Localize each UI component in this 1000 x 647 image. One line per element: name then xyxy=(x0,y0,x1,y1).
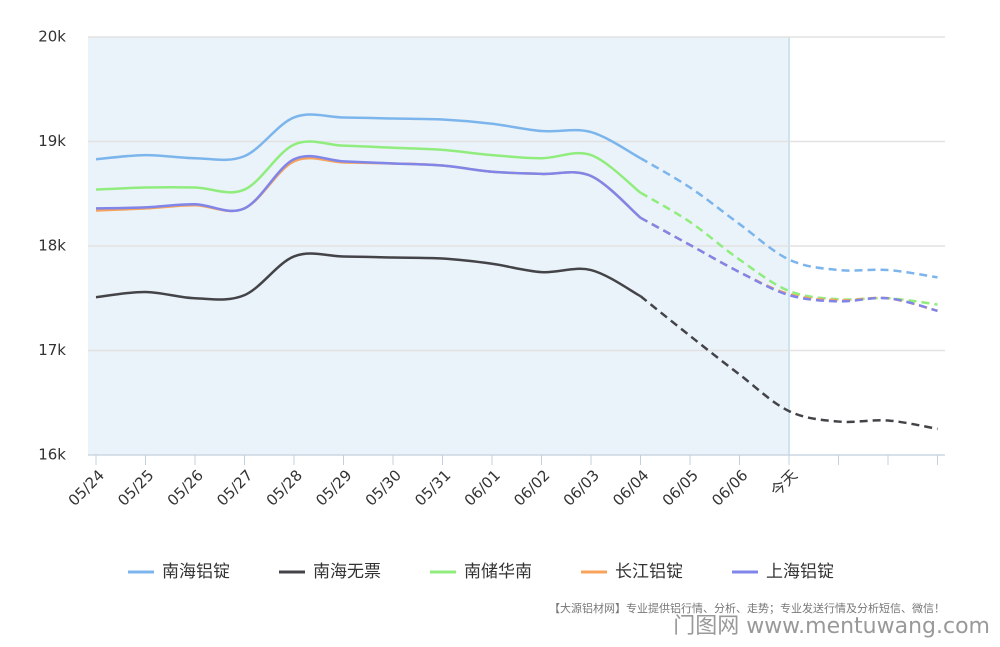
x-tick-label: 05/29 xyxy=(312,466,355,509)
y-tick-label: 18k xyxy=(38,237,66,255)
x-tick-label: 05/31 xyxy=(411,466,454,509)
x-tick-label: 06/04 xyxy=(609,466,652,509)
watermark: 门图网 www.mentuwang.com xyxy=(673,614,990,639)
x-tick-label: 05/24 xyxy=(65,466,108,509)
legend-label: 长江铝锭 xyxy=(615,562,683,582)
x-tick-label: 06/01 xyxy=(461,466,504,509)
y-tick-label: 19k xyxy=(38,132,66,150)
x-tick-label: 06/05 xyxy=(659,466,702,509)
series-line xyxy=(95,252,642,301)
legend-label: 南海铝锭 xyxy=(162,562,230,582)
y-tick-label: 17k xyxy=(38,341,66,359)
legend-label: 南海无票 xyxy=(313,562,381,582)
series-line xyxy=(95,113,642,162)
series-line xyxy=(95,140,642,194)
x-tick-label: 06/03 xyxy=(560,466,603,509)
x-tick-label: 05/28 xyxy=(263,466,306,509)
footnote: 【大源铝材网】专业提供铝行情、分析、走势；专业发送行情及分析短信、微信！ xyxy=(549,601,945,615)
legend: 南海铝锭 南海无票 南储华南 长江铝锭 上海铝锭 xyxy=(128,562,834,582)
x-tick-label: 05/27 xyxy=(213,466,256,509)
x-tick-label: 06/06 xyxy=(708,466,751,509)
x-tick-label: 05/30 xyxy=(362,466,405,509)
series-line xyxy=(639,216,938,313)
x-tick-label: 05/26 xyxy=(164,466,207,509)
legend-label: 南储华南 xyxy=(464,562,532,582)
legend-label: 上海铝锭 xyxy=(766,562,834,582)
x-tick-label: 06/02 xyxy=(510,466,553,509)
x-tick-label: 今天 xyxy=(767,466,801,500)
x-tick-label: 05/25 xyxy=(114,466,157,509)
y-tick-label: 16k xyxy=(38,446,66,464)
series-line xyxy=(95,154,642,219)
series-line xyxy=(639,157,938,279)
y-tick-label: 20k xyxy=(38,28,66,46)
series-line xyxy=(639,295,938,431)
